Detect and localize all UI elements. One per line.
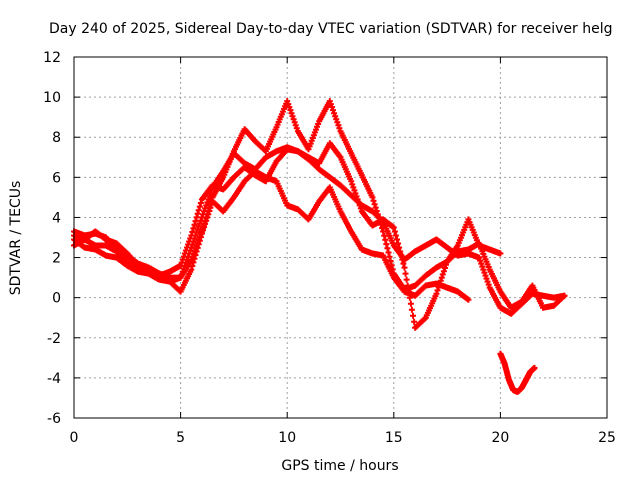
y-tick-label: -4	[47, 371, 61, 387]
series-track-1	[71, 144, 568, 317]
series-track-5	[497, 350, 538, 395]
x-tick-label: 5	[176, 430, 185, 446]
y-axis-label: SDTVAR / TECUs	[8, 181, 24, 296]
y-tick-label: 0	[52, 291, 61, 307]
x-axis-label: GPS time / hours	[281, 458, 398, 474]
x-tick-label: 25	[598, 430, 616, 446]
series-markers	[71, 144, 568, 317]
x-tick-label: 10	[278, 430, 296, 446]
y-tick-label: 4	[52, 210, 61, 226]
y-tick-label: 10	[43, 90, 61, 106]
y-tick-label: -6	[47, 411, 61, 427]
y-tick-label: 8	[52, 130, 61, 146]
y-tick-label: 12	[43, 50, 61, 66]
y-tick-label: 2	[52, 251, 61, 267]
series-track-3	[71, 168, 472, 303]
chart-title: Day 240 of 2025, Sidereal Day-to-day VTE…	[49, 21, 612, 37]
axis-ticks: 0 5 10 15 20 25 -6 -4 -2 0 2 4 6 8 10 12	[43, 50, 616, 446]
y-tick-label: -2	[47, 331, 61, 347]
x-tick-label: 0	[70, 430, 79, 446]
x-tick-label: 20	[491, 430, 509, 446]
y-tick-label: 6	[52, 170, 61, 186]
series-markers	[71, 168, 472, 303]
x-tick-label: 15	[385, 430, 403, 446]
plot-frame	[73, 56, 608, 419]
data-series	[71, 98, 568, 395]
grid-lines	[74, 57, 607, 418]
series-markers	[497, 350, 538, 395]
